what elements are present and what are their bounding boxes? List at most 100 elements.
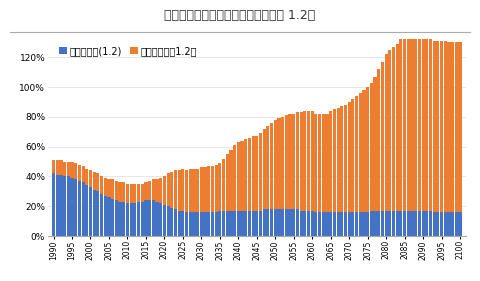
Bar: [233, 145, 236, 211]
Bar: [192, 169, 195, 212]
Bar: [56, 175, 59, 236]
Bar: [285, 115, 288, 209]
Bar: [152, 179, 155, 200]
Bar: [104, 178, 107, 196]
Bar: [277, 118, 280, 209]
Bar: [156, 179, 158, 202]
Bar: [458, 42, 462, 212]
Text: 图表：老年抚养比上行（假定生育率 1.2）: 图表：老年抚养比上行（假定生育率 1.2）: [164, 10, 316, 22]
Bar: [281, 209, 284, 236]
Bar: [141, 184, 144, 202]
Bar: [421, 211, 425, 236]
Bar: [130, 184, 133, 203]
Bar: [410, 32, 414, 211]
Bar: [185, 171, 188, 212]
Bar: [85, 169, 88, 185]
Bar: [141, 202, 144, 236]
Bar: [156, 202, 158, 236]
Bar: [137, 184, 140, 202]
Bar: [259, 211, 262, 236]
Bar: [152, 200, 155, 236]
Bar: [200, 212, 203, 236]
Legend: 少儿抚养比(1.2), 老年抚养比（1.2）: 少儿抚养比(1.2), 老年抚养比（1.2）: [57, 44, 199, 58]
Bar: [222, 211, 225, 236]
Bar: [237, 142, 240, 211]
Bar: [82, 166, 84, 182]
Bar: [373, 211, 377, 236]
Bar: [292, 209, 295, 236]
Bar: [63, 176, 66, 236]
Bar: [148, 181, 151, 200]
Bar: [100, 176, 103, 194]
Bar: [274, 120, 277, 209]
Bar: [455, 212, 458, 236]
Bar: [240, 211, 243, 236]
Bar: [204, 212, 206, 236]
Bar: [263, 209, 266, 236]
Bar: [240, 141, 243, 211]
Bar: [344, 212, 347, 236]
Bar: [447, 42, 451, 212]
Bar: [399, 39, 403, 211]
Bar: [429, 38, 432, 211]
Bar: [159, 203, 162, 236]
Bar: [222, 158, 225, 211]
Bar: [329, 111, 332, 212]
Bar: [281, 117, 284, 209]
Bar: [325, 114, 329, 212]
Bar: [178, 171, 181, 211]
Bar: [71, 178, 73, 236]
Bar: [429, 211, 432, 236]
Bar: [348, 102, 351, 212]
Bar: [270, 123, 273, 209]
Bar: [181, 211, 184, 236]
Bar: [322, 114, 325, 212]
Bar: [432, 212, 436, 236]
Bar: [307, 111, 310, 211]
Bar: [458, 212, 462, 236]
Bar: [60, 175, 62, 236]
Bar: [303, 111, 306, 211]
Bar: [359, 212, 362, 236]
Bar: [407, 211, 410, 236]
Bar: [266, 209, 269, 236]
Bar: [52, 173, 55, 236]
Bar: [384, 211, 388, 236]
Bar: [89, 187, 92, 236]
Bar: [274, 209, 277, 236]
Bar: [78, 164, 81, 181]
Bar: [263, 129, 266, 209]
Bar: [359, 93, 362, 212]
Bar: [185, 212, 188, 236]
Bar: [336, 108, 340, 212]
Bar: [148, 200, 151, 236]
Bar: [370, 211, 373, 236]
Bar: [421, 35, 425, 211]
Bar: [314, 212, 317, 236]
Bar: [181, 169, 184, 211]
Bar: [418, 211, 421, 236]
Bar: [410, 211, 414, 236]
Bar: [333, 109, 336, 212]
Bar: [318, 212, 321, 236]
Bar: [440, 212, 443, 236]
Bar: [311, 211, 314, 236]
Bar: [82, 182, 84, 236]
Bar: [200, 167, 203, 212]
Bar: [351, 212, 354, 236]
Bar: [362, 90, 366, 212]
Bar: [362, 212, 366, 236]
Bar: [167, 206, 169, 236]
Bar: [178, 211, 181, 236]
Bar: [355, 212, 358, 236]
Bar: [100, 194, 103, 236]
Bar: [52, 160, 55, 173]
Bar: [174, 209, 177, 236]
Bar: [436, 212, 440, 236]
Bar: [266, 126, 269, 209]
Bar: [226, 154, 229, 211]
Bar: [351, 99, 354, 212]
Bar: [255, 211, 258, 236]
Bar: [384, 54, 388, 211]
Bar: [366, 87, 369, 212]
